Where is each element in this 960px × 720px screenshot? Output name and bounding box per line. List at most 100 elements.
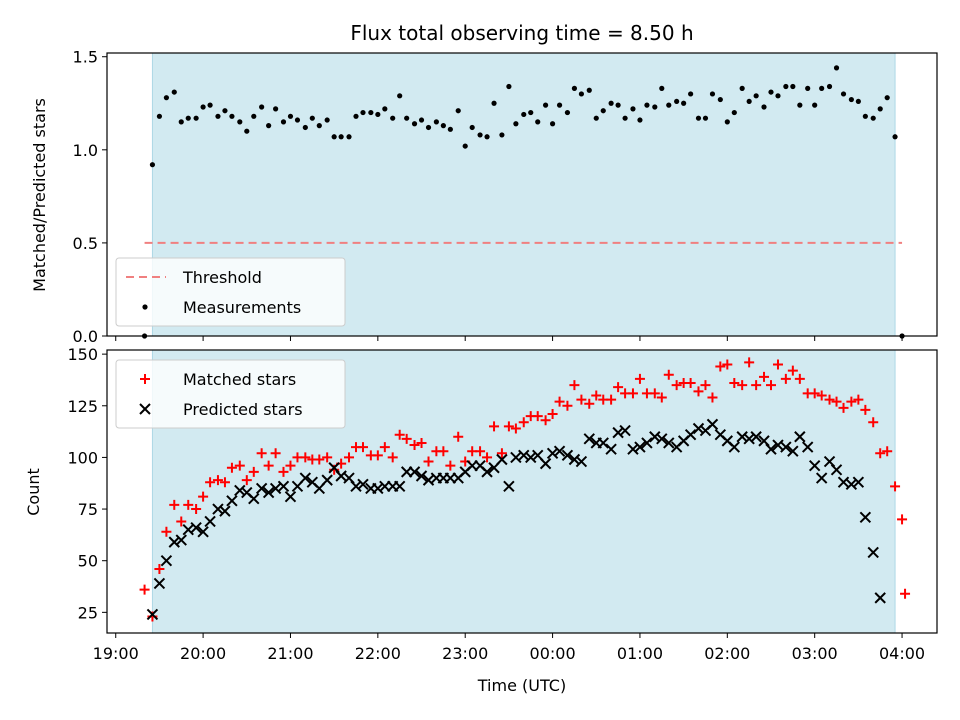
data-point — [805, 85, 811, 91]
data-point — [612, 426, 624, 439]
data-point — [191, 504, 202, 515]
data-point — [549, 121, 556, 127]
data-point — [855, 98, 861, 105]
data-point — [597, 437, 609, 449]
data-point — [338, 134, 344, 140]
data-point — [287, 113, 294, 119]
series-predicted-stars — [146, 418, 886, 621]
x-tick-label: 02:00 — [704, 644, 750, 663]
data-point — [416, 437, 427, 448]
data-point — [440, 123, 446, 129]
data-point — [397, 93, 403, 99]
data-point — [415, 470, 428, 482]
data-point — [314, 454, 325, 465]
data-point — [562, 400, 573, 411]
data-point — [168, 536, 180, 548]
data-point — [266, 123, 272, 129]
data-point — [877, 106, 883, 112]
data-point — [649, 388, 660, 399]
data-point — [593, 115, 599, 121]
data-point — [783, 83, 789, 90]
data-point — [153, 577, 166, 590]
data-point — [455, 108, 461, 114]
data-point — [634, 373, 645, 384]
data-point — [393, 480, 406, 493]
data-point — [627, 443, 639, 455]
data-point — [569, 380, 580, 391]
data-point — [445, 460, 456, 471]
data-point — [542, 102, 549, 108]
data-point — [862, 113, 868, 119]
data-point — [744, 357, 755, 368]
data-point — [874, 592, 886, 604]
legend: Matched stars Predicted stars — [115, 359, 346, 429]
data-point — [262, 486, 275, 499]
data-point — [815, 472, 828, 484]
data-point — [204, 515, 216, 528]
data-point — [584, 398, 595, 409]
data-point — [302, 124, 308, 131]
data-point — [491, 100, 497, 106]
data-point — [360, 109, 366, 116]
data-point — [200, 104, 206, 110]
data-point — [178, 119, 184, 125]
data-point — [775, 93, 781, 99]
data-point — [809, 388, 820, 399]
data-point — [256, 448, 267, 459]
y-tick-label: 1.0 — [73, 141, 98, 160]
data-point — [447, 126, 453, 132]
data-point — [826, 83, 833, 90]
data-point — [606, 394, 617, 405]
data-point — [183, 499, 194, 510]
x-tick-label: 22:00 — [355, 644, 401, 663]
data-point — [322, 452, 333, 463]
data-point — [518, 417, 529, 428]
data-point — [234, 484, 246, 497]
data-point — [591, 390, 602, 401]
data-point — [824, 394, 835, 405]
y-axis-title-count: Count — [24, 468, 43, 516]
data-point — [833, 65, 840, 71]
data-point — [540, 415, 551, 426]
data-point — [768, 89, 774, 95]
data-point — [484, 134, 490, 140]
data-point — [309, 115, 315, 121]
data-point — [433, 119, 439, 125]
data-point — [578, 91, 585, 97]
data-point — [273, 106, 279, 112]
data-point — [169, 499, 180, 510]
data-point — [685, 378, 696, 389]
y-axis-title-ratio: Matched/Predicted stars — [30, 98, 49, 292]
data-point — [627, 388, 638, 399]
data-point — [666, 102, 672, 108]
data-point — [409, 440, 420, 451]
data-point — [521, 111, 527, 118]
data-point — [215, 113, 221, 119]
legend-label: Measurements — [183, 298, 301, 317]
data-point — [649, 431, 661, 443]
data-point — [819, 85, 825, 91]
data-point — [700, 380, 711, 391]
data-point — [212, 503, 224, 515]
data-point — [154, 563, 165, 574]
data-point — [212, 475, 223, 486]
data-point — [724, 119, 730, 125]
x-tick-label: 20:00 — [180, 644, 226, 663]
data-point — [790, 83, 796, 90]
data-point — [357, 442, 368, 453]
data-point — [780, 441, 792, 453]
data-point — [838, 402, 849, 413]
data-point — [860, 404, 871, 415]
data-point — [284, 490, 297, 503]
data-point — [525, 451, 537, 464]
data-point — [853, 394, 864, 405]
data-point — [263, 460, 274, 471]
y-tick-label: 150 — [67, 345, 98, 364]
data-point — [375, 111, 381, 118]
data-point — [462, 143, 468, 149]
data-point — [715, 361, 726, 372]
data-point — [561, 449, 574, 462]
data-point — [513, 121, 519, 127]
y-tick-label: 25 — [78, 603, 98, 622]
data-point — [331, 134, 337, 140]
